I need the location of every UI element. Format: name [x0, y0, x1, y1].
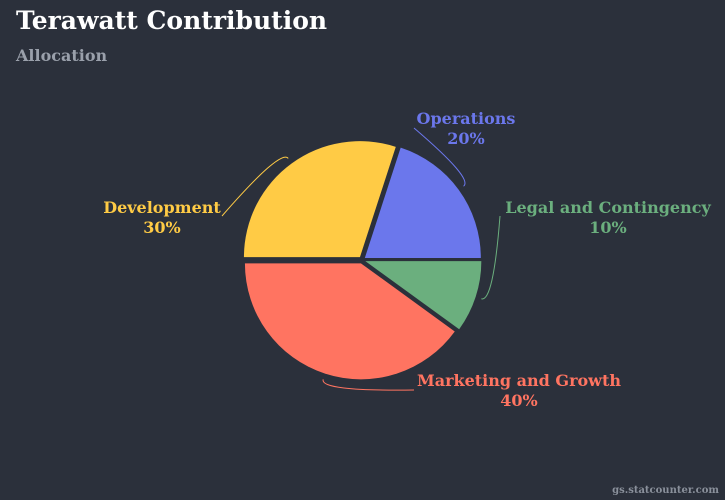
pie-slice-marketing-and-growth[interactable]: [244, 263, 455, 380]
credit-link[interactable]: gs.statcounter.com: [612, 485, 719, 496]
slice-label: Legal and Contingency: [505, 198, 711, 217]
pie-slice-operations[interactable]: [364, 147, 481, 258]
leader-line: [413, 127, 466, 187]
slice-label: Marketing and Growth: [417, 371, 621, 390]
slice-label: Operations: [417, 109, 516, 128]
pie-slice-legal-and-contingency[interactable]: [365, 261, 482, 330]
slice-percent: 30%: [143, 218, 180, 237]
leader-line: [322, 379, 415, 391]
slice-percent: 10%: [589, 218, 626, 237]
pie-slice-development[interactable]: [243, 141, 396, 258]
chart-subtitle: Allocation: [16, 46, 108, 65]
chart-title: Terawatt Contribution: [16, 6, 328, 35]
slice-label: Development: [103, 198, 221, 217]
leader-line: [221, 156, 289, 217]
slice-percent: 20%: [447, 129, 484, 148]
slice-percent: 40%: [500, 391, 537, 410]
leader-line: [481, 215, 501, 300]
